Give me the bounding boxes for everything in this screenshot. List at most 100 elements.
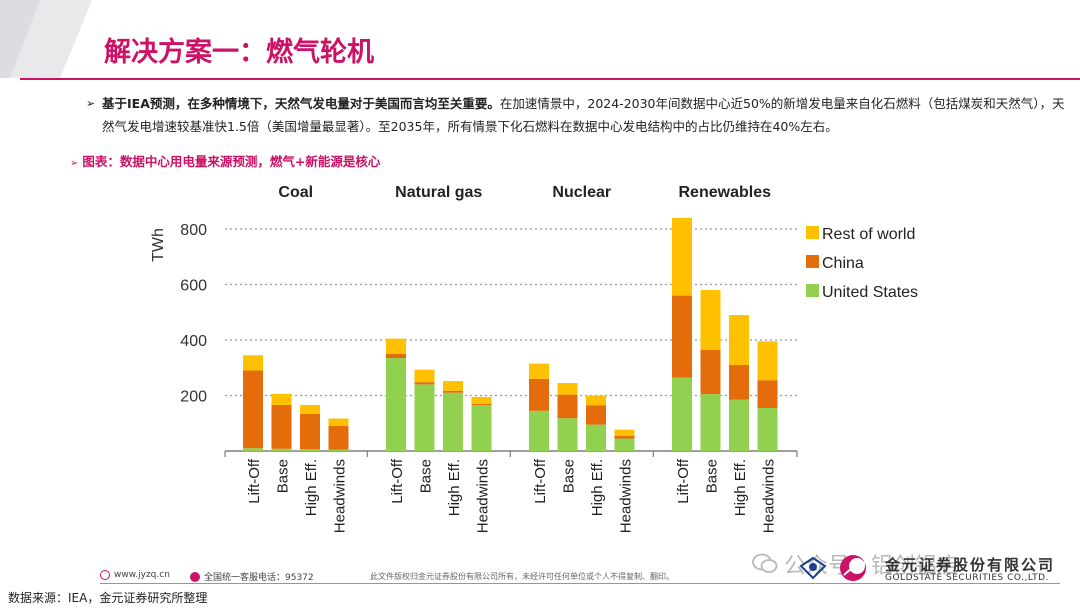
bar-segment	[757, 380, 778, 408]
bar-segment	[529, 410, 549, 451]
legend-label: Rest of world	[822, 226, 915, 243]
legend-label: China	[822, 255, 864, 272]
title-underline	[20, 78, 1080, 80]
bar-segment	[700, 290, 721, 350]
chart-caption-text: 图表：数据中心用电量来源预测，燃气+新能源是核心	[82, 154, 381, 169]
bar-segment	[328, 449, 349, 451]
y-tick-label: 600	[180, 278, 207, 295]
bar-segment	[729, 399, 749, 451]
bar-segment	[672, 377, 692, 451]
arrow-bullet-icon: ➢	[86, 97, 96, 110]
x-category-label: Base	[561, 459, 578, 493]
bar-segment	[243, 448, 263, 451]
x-category-label: Headwinds	[475, 459, 492, 533]
bar-segment	[328, 418, 349, 427]
x-category-label: Lift-Off	[532, 458, 549, 504]
bar-segment	[328, 426, 349, 450]
group-title: Natural gas	[395, 184, 482, 201]
globe-icon	[100, 570, 110, 580]
y-tick-label: 400	[180, 333, 207, 350]
bar-segment	[586, 395, 606, 406]
bar-segment	[443, 390, 463, 393]
arrow-bullet-icon: ➢	[70, 158, 79, 169]
bar-segment	[729, 315, 749, 365]
bar-segment	[586, 405, 606, 425]
bar-segment	[614, 435, 635, 439]
bar-segment	[614, 438, 635, 451]
bar-segment	[414, 369, 435, 383]
bar-segment	[271, 393, 292, 405]
legend-swatch	[806, 226, 819, 239]
bar-segment	[729, 364, 749, 400]
group-title: Nuclear	[552, 184, 611, 201]
x-category-label: Lift-Off	[675, 458, 692, 504]
bar-segment	[557, 383, 578, 395]
bar-segment	[243, 355, 263, 371]
legend-swatch	[806, 255, 819, 268]
x-category-label: Lift-Off	[246, 458, 263, 504]
company-logo-icon	[840, 555, 873, 581]
bar-segment	[414, 384, 435, 451]
bar-segment	[300, 404, 320, 414]
x-category-label: High Eff.	[589, 459, 606, 516]
group-title: Coal	[278, 184, 313, 201]
x-category-label: High Eff.	[303, 459, 320, 516]
bar-segment	[529, 378, 549, 411]
bar-segment	[300, 413, 320, 450]
bar-segment	[757, 341, 778, 381]
bar-segment	[672, 295, 692, 378]
bar-segment	[586, 424, 606, 451]
legend-swatch	[806, 284, 819, 297]
bar-segment	[529, 363, 549, 379]
x-category-label: Lift-Off	[389, 458, 406, 504]
x-category-label: High Eff.	[446, 459, 463, 516]
bar-segment	[557, 418, 578, 451]
hotline-text: 全国统一客服电话：95372	[204, 573, 314, 583]
chart-caption: ➢ 图表：数据中心用电量来源预测，燃气+新能源是核心	[70, 151, 380, 170]
bar-segment	[386, 338, 406, 354]
bar-segment	[700, 349, 721, 395]
bar-segment	[443, 392, 463, 451]
x-category-label: Headwinds	[332, 459, 349, 533]
group-title: Renewables	[679, 184, 772, 201]
bar-segment	[471, 396, 492, 404]
page-title: 解决方案一：燃气轮机	[104, 37, 374, 68]
key-point-text: 在加速情景中，2024-2030年间数据中心近50%的新增发电量来自化石燃料（包…	[102, 96, 1065, 134]
x-category-label: Base	[704, 459, 721, 493]
y-tick-label: 200	[180, 389, 207, 406]
key-point-bold: 基于IEA预测，在多种情境下，天然气发电量对于美国而言均至关重要。	[102, 96, 500, 111]
phone-icon	[190, 571, 200, 582]
bar-segment	[386, 353, 406, 359]
bar-segment	[443, 381, 463, 391]
bar-segment	[757, 407, 778, 451]
bar-segment	[386, 358, 406, 451]
corner-decoration	[0, 0, 92, 78]
bar-segment	[471, 403, 492, 406]
x-category-label: Headwinds	[618, 459, 635, 533]
bar-segment	[614, 429, 635, 436]
bar-segment	[271, 448, 292, 451]
x-category-label: Base	[418, 459, 435, 493]
company-name-cn: 金元证券股份有限公司	[885, 556, 1056, 574]
footer-website[interactable]: www.jyzq.cn	[100, 570, 170, 580]
bar-segment	[243, 370, 263, 449]
x-category-label: High Eff.	[732, 459, 749, 516]
x-category-label: Base	[275, 459, 292, 493]
bar-segment	[557, 394, 578, 419]
x-category-label: Headwinds	[761, 459, 778, 533]
footer-divider	[100, 583, 1060, 584]
company-name-en: GOLDSTATE SECURITIES CO.,LTD.	[885, 573, 1049, 583]
bar-segment	[414, 382, 435, 385]
wechat-icon	[752, 553, 778, 573]
legend-label: United States	[822, 284, 918, 301]
y-axis-label: TWh	[150, 228, 167, 262]
bar-segment	[471, 405, 492, 451]
website-text: www.jyzq.cn	[114, 570, 170, 580]
bar-segment	[700, 394, 721, 451]
bar-segment	[300, 449, 320, 451]
bar-segment	[271, 404, 292, 449]
footer-hotline: 全国统一客服电话：95372	[190, 570, 314, 583]
key-point-paragraph: ➢ 基于IEA预测，在多种情境下，天然气发电量对于美国而言均至关重要。在加速情景…	[86, 92, 1074, 138]
group-emblem-icon	[799, 556, 827, 580]
stacked-bar-chart: 200 400 600 800 TWh Coal Lift-Off Base High Eff.…	[150, 184, 918, 533]
